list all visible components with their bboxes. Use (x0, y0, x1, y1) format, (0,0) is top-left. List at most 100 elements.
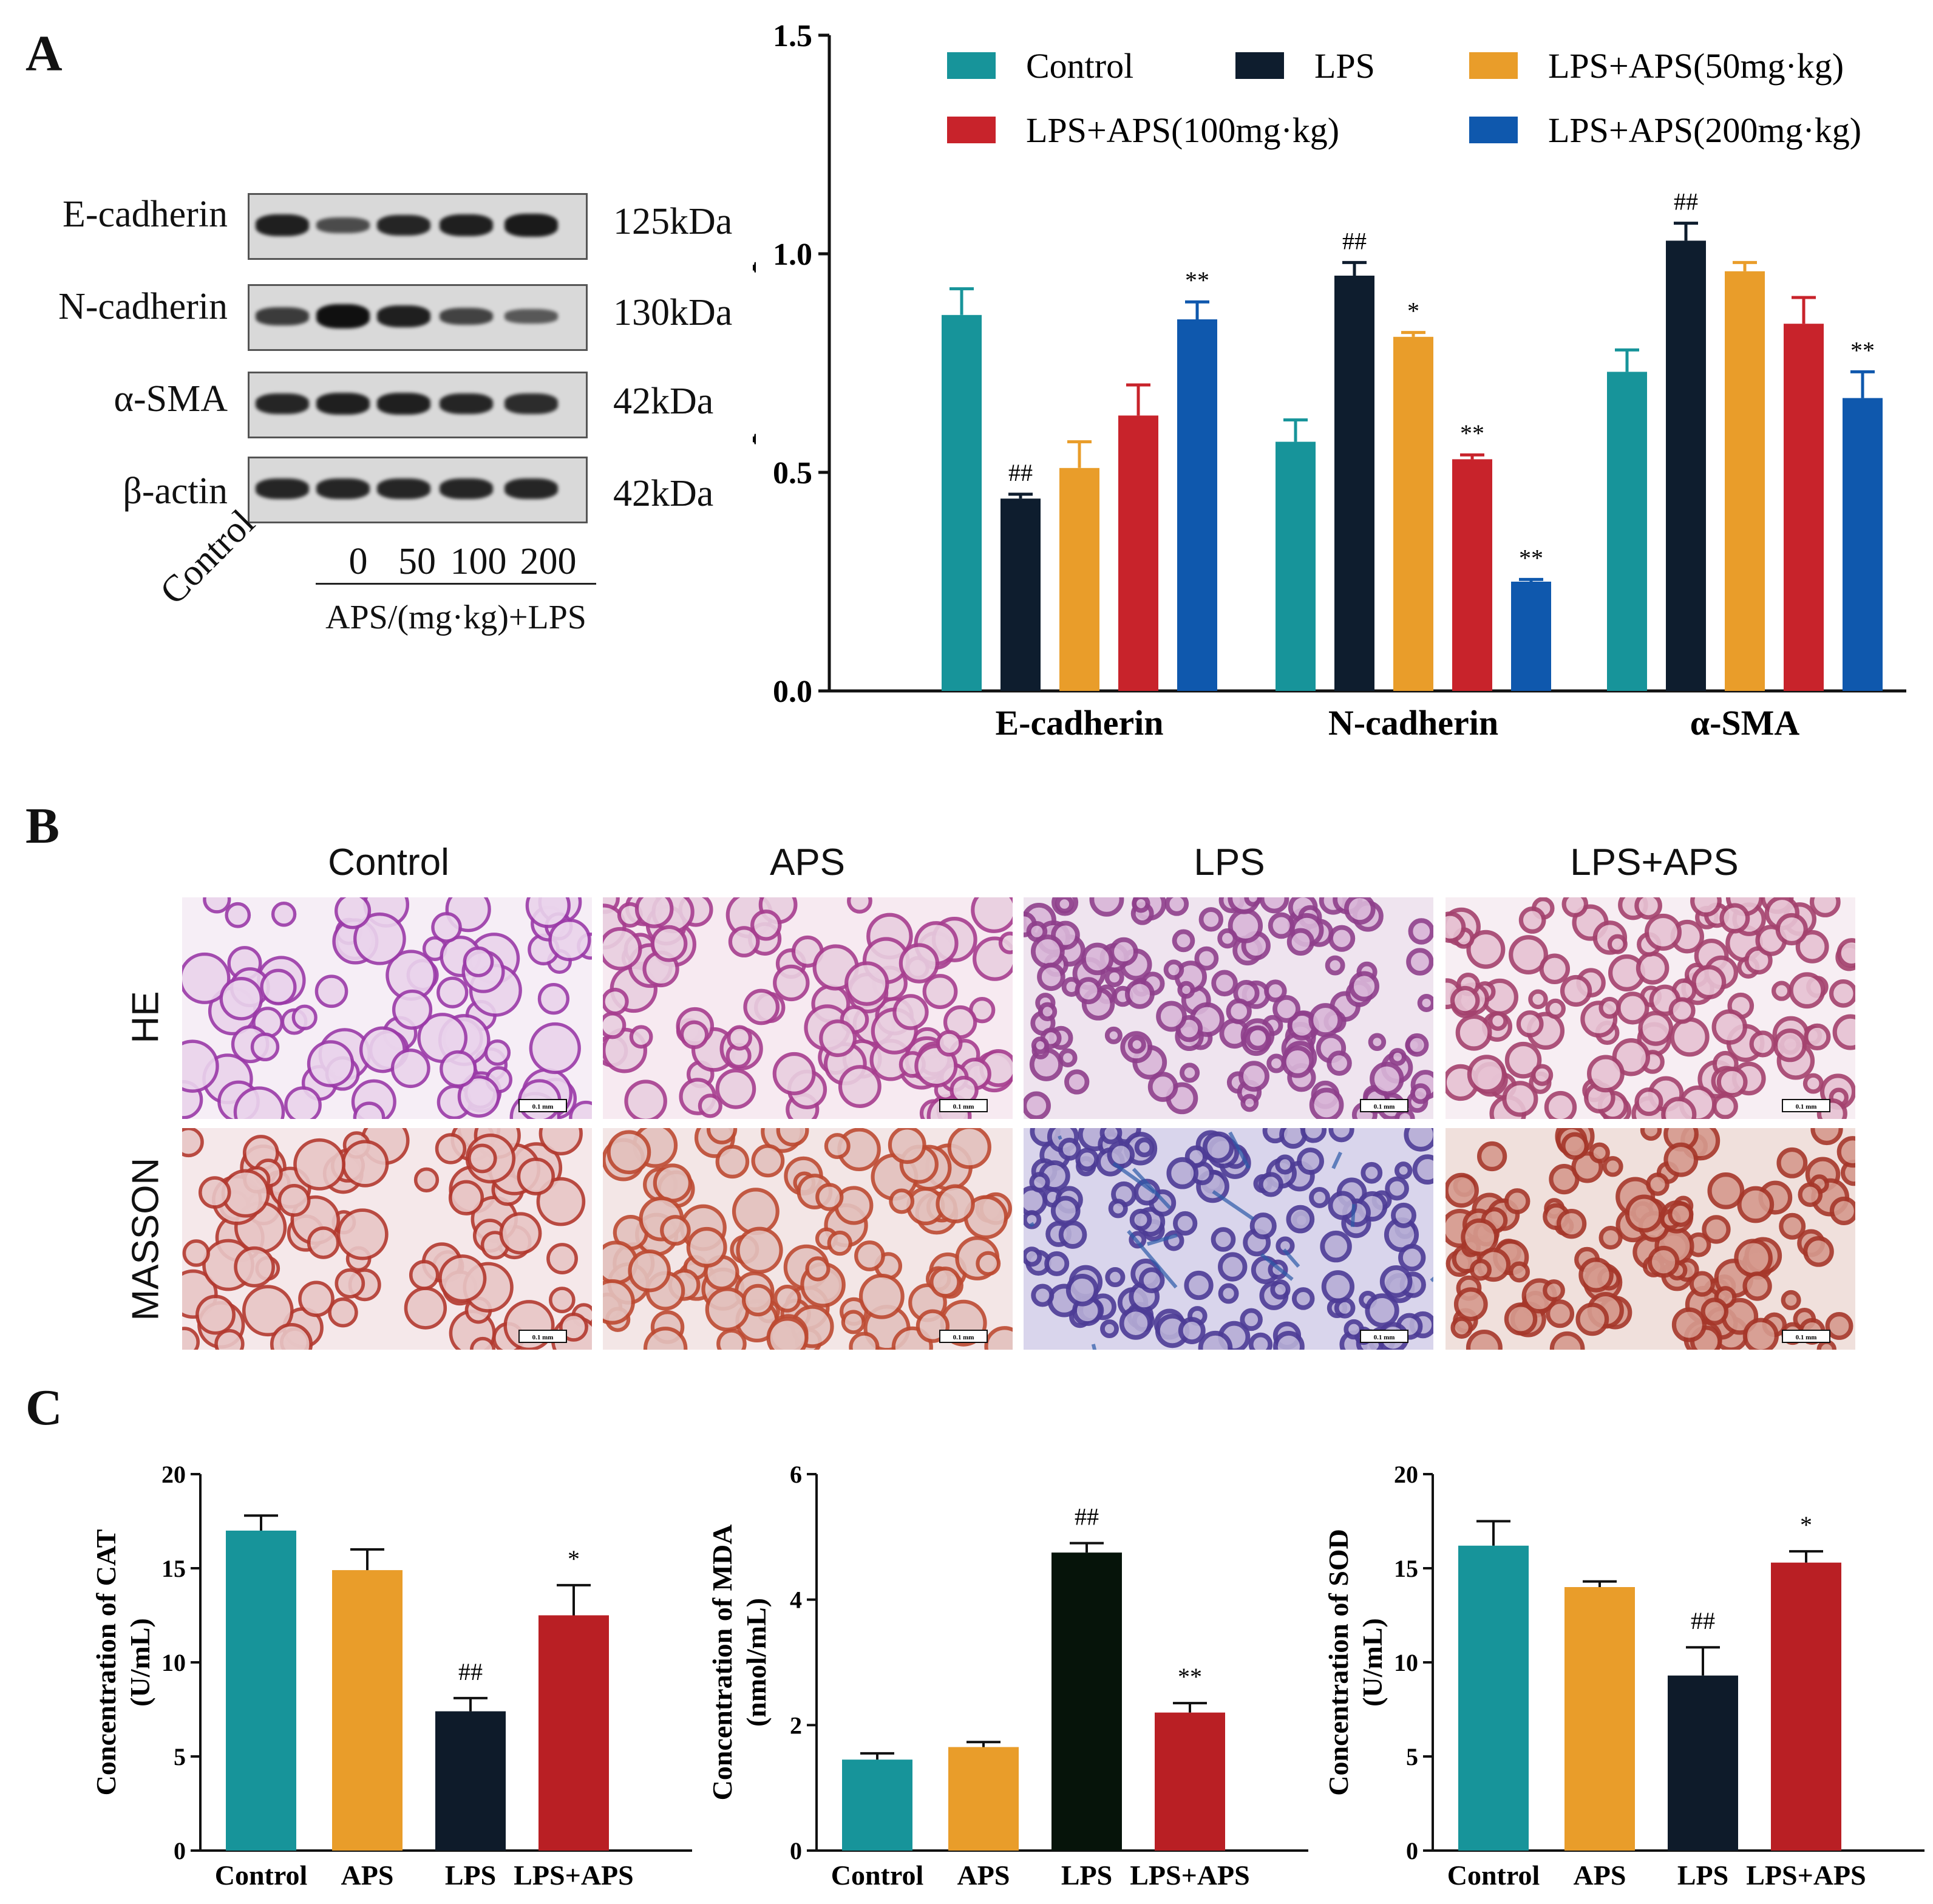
tissue-cell (1038, 1002, 1058, 1021)
tissue-cell (1270, 1279, 1291, 1300)
wb-blot-strip (248, 457, 588, 523)
tissue-cell (1689, 1271, 1715, 1297)
wb-dose-divider (316, 583, 596, 585)
panel-letter-b: B (25, 798, 60, 854)
tissue-cell (559, 1312, 588, 1342)
tissue-cell (1461, 1218, 1499, 1256)
tissue-cell (650, 925, 688, 962)
tissue-cell (634, 897, 674, 928)
legend-label: Control (1026, 46, 1133, 86)
wb-kda-label: 130kDa (613, 292, 733, 333)
panel-letter-c: C (25, 1379, 63, 1436)
wb-band (256, 307, 309, 325)
tissue-cell (815, 1183, 844, 1211)
tissue-cell (409, 1260, 440, 1290)
significance-mark: ** (1185, 267, 1209, 294)
tissue-cell (1712, 1093, 1738, 1119)
tissue-cell (1164, 897, 1189, 916)
tissue-cell (1156, 1001, 1187, 1032)
tissue-cell (899, 943, 940, 984)
collagen-fiber (1430, 1276, 1433, 1282)
tissue-cell (1099, 1128, 1123, 1144)
wb-band (377, 214, 430, 236)
tissue-cell (1198, 907, 1223, 932)
tissue-cell (1561, 1132, 1589, 1160)
tissue-cell (1663, 1142, 1699, 1177)
tissue-cell (260, 968, 297, 1005)
tissue-cell (603, 987, 629, 1016)
collagen-fiber (1127, 1229, 1178, 1289)
tissue-cell (1561, 897, 1589, 918)
histology-image: 0.1 mm (1446, 897, 1855, 1119)
tissue-cell (1575, 1302, 1609, 1336)
tissue-cell (1202, 1131, 1234, 1163)
y-axis-label: (U/mL) (1357, 1618, 1388, 1707)
wb-kda-label: 42kDa (613, 473, 714, 514)
bar (435, 1711, 506, 1851)
x-tick-label: Control (831, 1860, 924, 1891)
tissue-cell (1691, 965, 1727, 1000)
x-tick-label: Control (1447, 1860, 1540, 1891)
tissue-cell (772, 1052, 816, 1095)
tissue-cell (517, 1157, 555, 1195)
x-tick-label: LPS+APS (1746, 1860, 1866, 1891)
tissue-cell (936, 1030, 963, 1057)
tissue-cell (1172, 929, 1195, 953)
histology-texture: 0.1 mm (1446, 1128, 1855, 1350)
wb-band (256, 393, 309, 415)
y-tick-label: 5 (174, 1743, 186, 1770)
tissue-cell (1809, 897, 1841, 917)
legend-swatch (947, 52, 996, 79)
scale-bar-label: 0.1 mm (1796, 1103, 1817, 1110)
tissue-cell (892, 994, 929, 1030)
tissue-cell (277, 1184, 311, 1217)
tissue-cell (1832, 1014, 1855, 1050)
tissue-cell (1259, 897, 1289, 914)
tissue-cell (335, 1268, 365, 1299)
tissue-cell (732, 1188, 780, 1236)
tissue-cell (1742, 1318, 1779, 1350)
bar (1668, 1675, 1738, 1851)
tissue-cell (1108, 1198, 1128, 1219)
tissue-cell (1334, 1297, 1356, 1319)
histology-texture: 0.1 mm (603, 897, 1013, 1119)
tissue-cell (1081, 942, 1114, 976)
scale-bar-label: 0.1 mm (1374, 1103, 1395, 1110)
tissue-cell (1391, 1202, 1416, 1228)
tissue-cell (1795, 930, 1829, 964)
histology-row-label: HE (124, 991, 167, 1044)
tissue-cell (1670, 1017, 1710, 1057)
tissue-cell (849, 1331, 880, 1350)
collagen-fiber (1282, 1248, 1300, 1268)
tissue-cell (1544, 1090, 1577, 1119)
tissue-cell (736, 1226, 783, 1274)
scale-bar-label: 0.1 mm (1374, 1334, 1395, 1341)
tissue-cell (1737, 1186, 1775, 1223)
histology-column-title: LPS (1194, 841, 1265, 883)
tissue-cell (484, 1039, 511, 1066)
tissue-cell (341, 1140, 389, 1188)
tissue-cell (827, 1230, 852, 1256)
tissue-cell (214, 1328, 245, 1350)
tissue-cell (998, 931, 1013, 954)
tissue-cell (198, 1176, 231, 1209)
tissue-cell (1502, 1081, 1538, 1117)
tissue-cell (1064, 1069, 1090, 1095)
tissue-cell (525, 897, 571, 928)
tissue-cell (1328, 1128, 1354, 1143)
tissue-cell (1361, 1161, 1383, 1184)
y-tick-label: 20 (1394, 1461, 1418, 1488)
wb-band (440, 478, 493, 500)
wb-band (440, 214, 493, 237)
y-axis-label: Concentration of SOD (1323, 1529, 1354, 1796)
wb-dose-label: 0 (348, 541, 368, 582)
wb-dose-label: 200 (520, 541, 577, 582)
tissue-cell (1509, 1261, 1530, 1283)
wb-blot-strip (248, 193, 588, 260)
scale-bar-label: 0.1 mm (1796, 1334, 1817, 1341)
wb-band (316, 478, 370, 500)
bar (1458, 1545, 1529, 1851)
collagen-fiber (1112, 1161, 1155, 1194)
tissue-cell (1218, 1252, 1248, 1282)
wb-protein-label: E-cadherin (63, 194, 228, 235)
